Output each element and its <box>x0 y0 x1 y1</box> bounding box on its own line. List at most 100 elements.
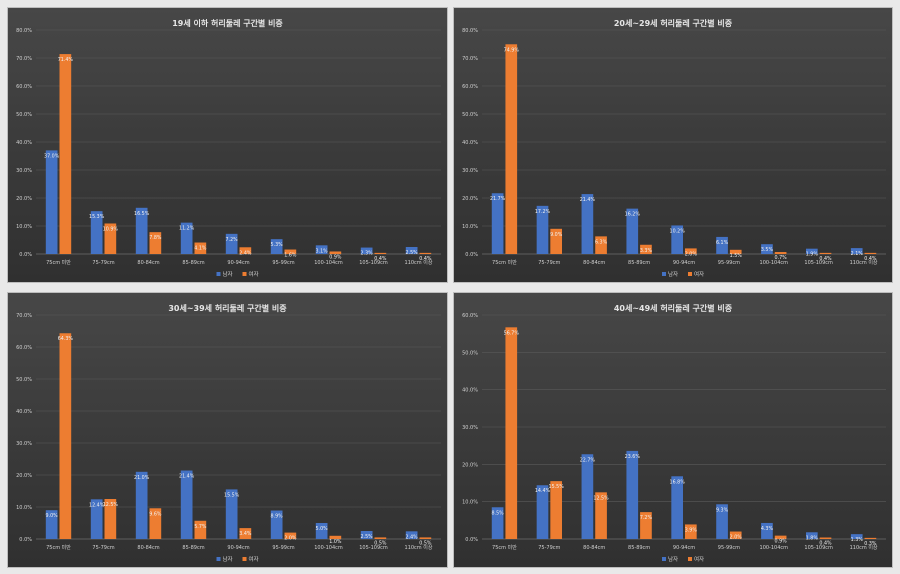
data-label: 2.0% <box>730 535 743 541</box>
male-bar <box>270 510 283 539</box>
y-tick-label: 20.0% <box>16 473 32 479</box>
female-bar <box>104 223 117 254</box>
data-label: 6.3% <box>595 239 608 245</box>
y-tick-label: 10.0% <box>462 224 478 230</box>
data-label: 0.5% <box>419 540 432 546</box>
data-label: 1.9% <box>806 252 819 258</box>
chart-canvas-under-19: 0.0% 10.0% 20.0% 30.0% 40.0% 50.0% 60.0% 70.0% 8… <box>16 28 441 278</box>
female-bar <box>149 232 162 254</box>
chart-canvas-30-39: 0.0% 10.0% 20.0% 30.0% 40.0% 50.0% 60.0% 70.0% 9… <box>16 313 441 563</box>
y-tick-label: 30.0% <box>16 441 32 447</box>
chart-canvas-40-49: 0.0% 10.0% 20.0% 30.0% 40.0% 50.0% 60.0% 8.5% 56… <box>462 313 886 563</box>
data-label: 0.5% <box>374 540 387 546</box>
female-bar <box>729 531 742 539</box>
y-tick-label: 40.0% <box>16 409 32 415</box>
data-label: 71.4% <box>58 57 74 63</box>
data-label: 1.8% <box>806 535 819 541</box>
x-tick-label: 75cm 미만 <box>492 259 517 266</box>
male-bar <box>45 150 58 254</box>
chart-canvas-20-29: 0.0% 10.0% 20.0% 30.0% 40.0% 50.0% 60.0% 70.0% 8… <box>462 28 886 278</box>
male-bar <box>90 211 103 254</box>
data-label: 3.9% <box>685 527 698 533</box>
x-tick-label: 90-94cm <box>673 545 695 551</box>
y-tick-label: 50.0% <box>16 112 32 118</box>
data-label: 5.7% <box>194 524 207 530</box>
data-label: 1.0% <box>329 539 342 545</box>
male-bar <box>225 233 238 254</box>
legend-swatch <box>216 557 221 561</box>
male-bar <box>90 499 103 539</box>
data-label: 1.5% <box>730 253 743 259</box>
x-tick-label: 75-79cm <box>538 545 560 551</box>
female-bar <box>284 532 297 539</box>
y-tick-label: 60.0% <box>16 84 32 90</box>
x-tick-label: 100-104cm <box>760 260 789 266</box>
y-tick-label: 20.0% <box>16 196 32 202</box>
data-label: 9.0% <box>46 513 59 519</box>
x-tick-label: 110cm 이상 <box>850 259 878 266</box>
x-tick-label: 75-79cm <box>92 260 114 266</box>
data-label: 12.4% <box>89 502 105 508</box>
female-bar <box>640 512 652 539</box>
legend-swatch <box>242 272 247 276</box>
male-bar <box>491 193 504 254</box>
x-tick-label: 95-99cm <box>272 545 294 551</box>
data-label: 0.4% <box>864 256 877 262</box>
data-label: 7.8% <box>149 235 162 241</box>
legend-label: 남자 <box>223 270 233 278</box>
chart-title: 40세~49세 허리둘레 구간별 비중 <box>613 304 733 313</box>
male-bar <box>626 450 639 539</box>
data-label: 1.6% <box>284 253 297 259</box>
x-tick-label: 95-99cm <box>272 260 294 266</box>
male-bar <box>315 245 328 254</box>
x-tick-label: 110cm 이상 <box>405 259 433 266</box>
y-tick-label: 70.0% <box>16 56 32 62</box>
y-tick-label: 50.0% <box>16 377 32 383</box>
data-label: 10.2% <box>670 228 686 234</box>
x-tick-label: 110cm 이상 <box>850 544 878 551</box>
x-tick-label: 85-89cm <box>628 260 650 266</box>
male-bar <box>270 239 283 254</box>
y-tick-label: 0.0% <box>19 537 32 543</box>
data-label: 0.4% <box>819 256 832 262</box>
data-label: 2.5% <box>361 534 374 540</box>
female-bar <box>149 508 162 539</box>
data-label: 2.0% <box>685 251 698 257</box>
y-tick-label: 0.0% <box>465 537 478 543</box>
data-label: 74.9% <box>504 47 520 53</box>
data-label: 5.3% <box>271 242 284 248</box>
x-tick-label: 105-109cm <box>804 545 833 551</box>
data-label: 6.1% <box>716 240 729 246</box>
x-tick-label: 100-104cm <box>760 545 789 551</box>
x-tick-label: 100-104cm <box>314 545 343 551</box>
data-label: 37.0% <box>44 153 60 159</box>
x-tick-label: 80-84cm <box>583 545 605 551</box>
x-tick-label: 85-89cm <box>182 545 204 551</box>
data-label: 15.5% <box>224 492 240 498</box>
data-label: 9.3% <box>716 507 729 513</box>
legend-swatch <box>662 272 666 276</box>
male-bar <box>135 471 148 539</box>
data-label: 56.7% <box>504 330 520 336</box>
data-label: 11.2% <box>179 226 195 232</box>
data-label: 2.4% <box>406 534 419 540</box>
data-label: 2.3% <box>361 251 374 257</box>
male-bar <box>716 236 728 254</box>
y-tick-label: 70.0% <box>462 56 478 62</box>
female-bar <box>284 249 297 254</box>
y-tick-label: 70.0% <box>16 313 32 319</box>
female-bar <box>419 252 432 254</box>
chart-title: 20세~29세 허리둘레 구간별 비중 <box>613 19 733 28</box>
data-label: 64.3% <box>58 336 74 342</box>
data-label: 16.8% <box>670 479 686 485</box>
chart-title: 30세~39세 허리둘레 구간별 비중 <box>168 304 287 313</box>
female-bar <box>329 251 342 254</box>
female-bar <box>595 236 607 254</box>
data-label: 0.4% <box>374 256 387 262</box>
data-label: 17.2% <box>535 209 551 215</box>
chart-panel-20-29: 20세~29세 허리둘레 구간별 비중 0.0% 10.0% 20.0% 30.0% 4… <box>453 7 893 283</box>
legend-label: 남자 <box>223 555 233 563</box>
x-tick-label: 90-94cm <box>227 545 249 551</box>
data-label: 14.4% <box>535 488 551 494</box>
data-label: 3.3% <box>640 248 653 254</box>
